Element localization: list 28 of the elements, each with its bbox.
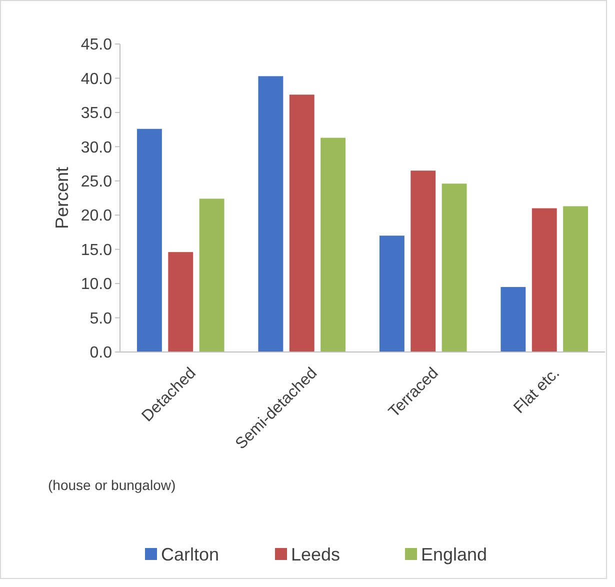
bar <box>320 138 346 352</box>
y-tick-label: 15.0 <box>80 242 112 259</box>
legend-label: Carlton <box>161 544 220 564</box>
y-tick-label: 20.0 <box>80 208 112 225</box>
bar <box>500 286 526 352</box>
y-tick-label: 5.0 <box>90 310 112 328</box>
text: (house or bungalow) <box>48 477 176 493</box>
y-tick-label: 40.0 <box>80 70 112 88</box>
bar <box>410 170 436 352</box>
y-tick-label: 45.0 <box>80 36 112 54</box>
y-axis-title: Percent <box>52 166 72 230</box>
y-tick-label: 25.0 <box>80 173 112 190</box>
y-tick-label: 0.0 <box>90 344 112 362</box>
y-tick-label: 35.0 <box>80 105 112 122</box>
bar <box>289 94 314 352</box>
bar <box>168 252 194 352</box>
bar <box>199 198 224 352</box>
bar <box>258 76 284 352</box>
y-tick-label: 30.0 <box>80 139 112 156</box>
bar <box>379 236 404 352</box>
bar <box>442 184 467 352</box>
bar <box>563 206 588 352</box>
bar <box>532 208 557 352</box>
legend-label: Leeds <box>291 544 340 564</box>
x-tick-label: Flat etc. <box>510 364 564 417</box>
y-tick-label: 10.0 <box>80 276 112 294</box>
legend-label: England <box>421 544 488 564</box>
bar <box>136 128 162 352</box>
